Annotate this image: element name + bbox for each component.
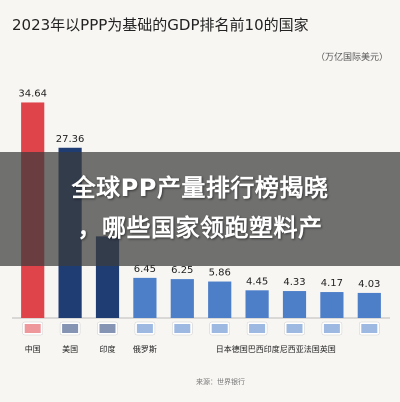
value-label-3: 6.45 <box>134 264 156 275</box>
bar-3 <box>133 277 157 318</box>
flag-fill-6 <box>249 324 266 333</box>
value-label-9: 4.03 <box>358 279 380 290</box>
headline-line-1: 全球PP产量排行榜揭晓 <box>71 174 329 202</box>
value-label-0: 34.64 <box>18 88 47 99</box>
flag-fill-1 <box>62 324 79 333</box>
flag-fill-7 <box>286 324 303 333</box>
flag-fill-5 <box>211 324 228 333</box>
country-label-china: 中国 <box>25 344 41 354</box>
flag-fill-4 <box>174 324 191 333</box>
headline-overlay: 全球PP产量排行榜揭晓 ，哪些国家领跑塑料产 <box>0 152 400 266</box>
flag-fill-9 <box>361 324 378 333</box>
chart-title: 2023年以PPP为基础的GDP排名前10的国家 <box>12 16 309 34</box>
source-note: 来源：世界银行 <box>196 377 245 386</box>
chart-unit: （万亿国际美元） <box>316 51 388 63</box>
value-label-5: 5.86 <box>209 268 231 279</box>
bar-7 <box>282 291 307 318</box>
value-label-6: 4.45 <box>246 276 268 287</box>
value-label-1: 27.36 <box>56 134 85 145</box>
country-label-india: 印度 <box>100 344 116 354</box>
country-label-usa: 美国 <box>62 344 78 354</box>
bar-4 <box>170 279 194 318</box>
bar-9 <box>357 292 381 318</box>
headline-line-2: ，哪些国家领跑塑料产 <box>77 214 323 242</box>
flag-fill-2 <box>99 324 116 333</box>
bar-6 <box>245 290 269 318</box>
flag-fill-0 <box>24 324 41 333</box>
flag-fill-3 <box>136 324 153 333</box>
value-label-8: 4.17 <box>321 278 343 289</box>
country-labels-rest: 日本德国巴西印度尼西亚法国英国 <box>216 344 336 354</box>
country-label-russia: 俄罗斯 <box>133 344 157 354</box>
flag-fill-8 <box>323 324 340 333</box>
bar-8 <box>320 292 344 318</box>
value-label-7: 4.33 <box>283 277 305 288</box>
value-label-4: 6.25 <box>171 265 193 276</box>
bar-5 <box>208 281 232 318</box>
